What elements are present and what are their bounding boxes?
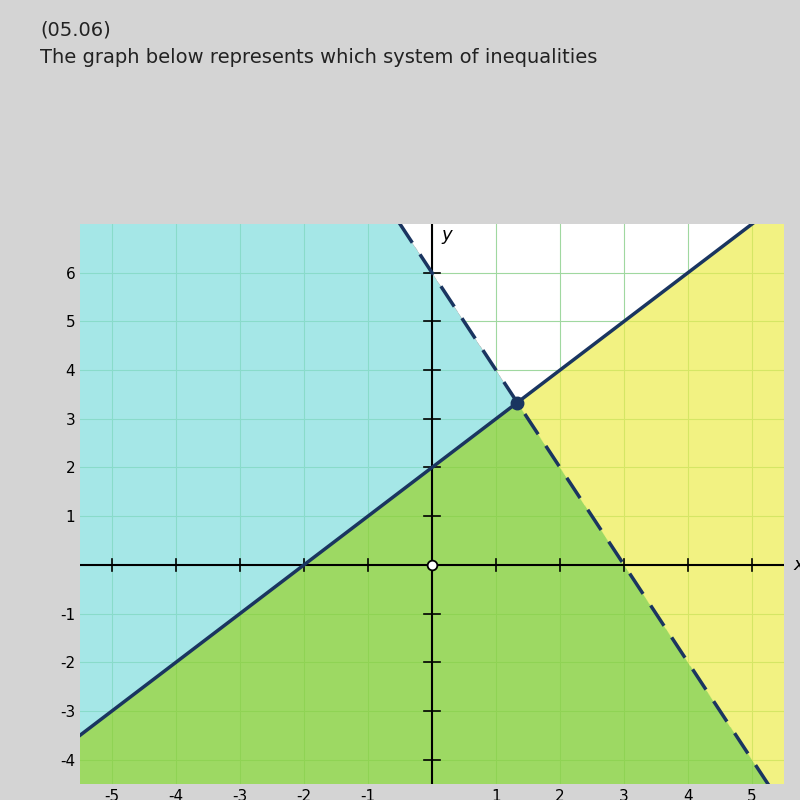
Text: (05.06): (05.06) (40, 20, 110, 39)
Text: x: x (794, 556, 800, 574)
Text: The graph below represents which system of inequalities: The graph below represents which system … (40, 48, 598, 67)
Text: y: y (442, 226, 452, 245)
